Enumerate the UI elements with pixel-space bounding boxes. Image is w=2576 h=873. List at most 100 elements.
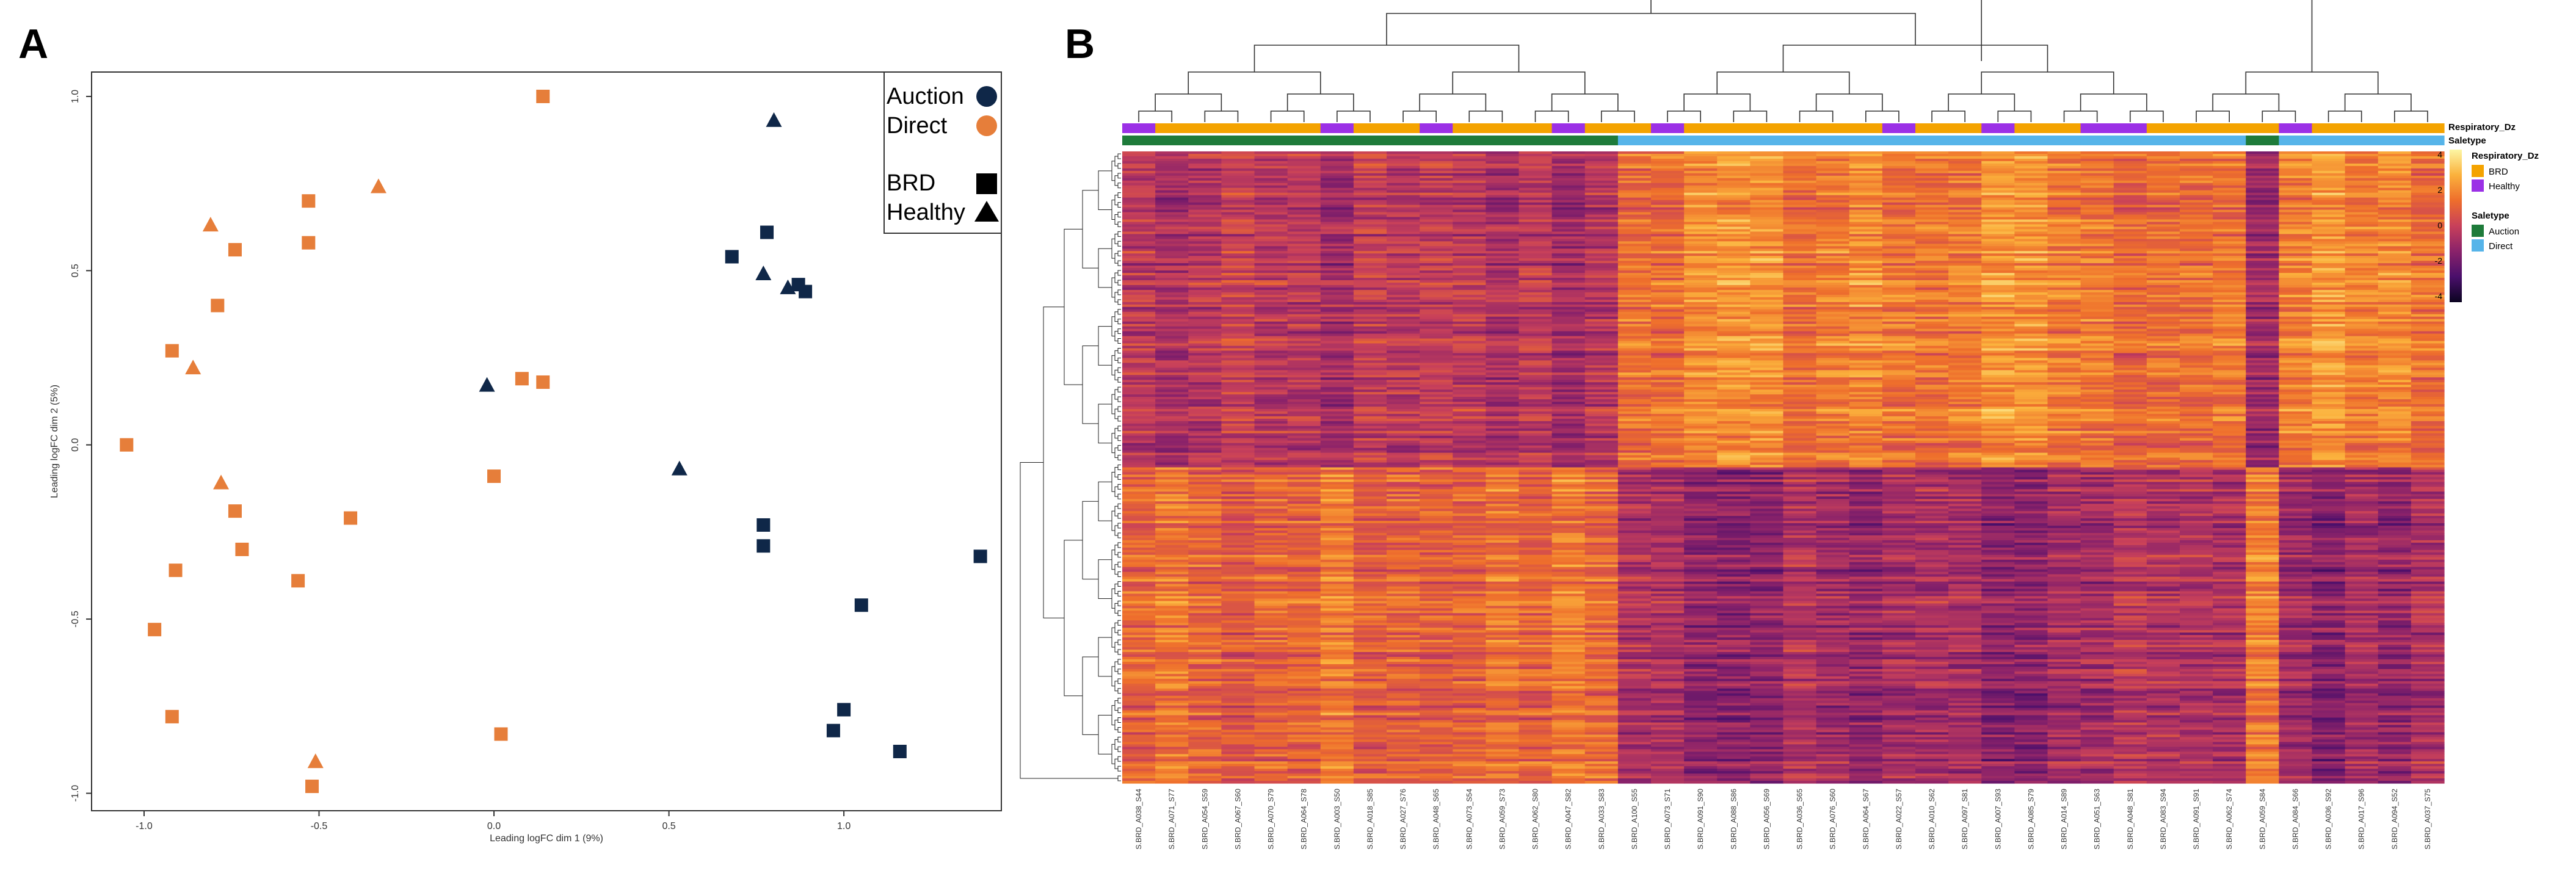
heatmap-cell — [1122, 183, 1156, 186]
heatmap-cell — [1387, 205, 1420, 208]
heatmap-cell — [1122, 202, 1156, 206]
heatmap-cell — [2014, 234, 2048, 237]
heatmap-cell — [2146, 231, 2180, 234]
heatmap-cell — [2213, 200, 2246, 203]
heatmap-cell — [1717, 161, 1751, 164]
heatmap-cell — [1948, 224, 1982, 227]
heatmap-cell — [2279, 392, 2313, 395]
heatmap-cell — [2345, 284, 2379, 288]
heatmap-cell — [2378, 178, 2412, 181]
heatmap-cell — [1254, 236, 1288, 239]
heatmap-cell — [2080, 333, 2114, 337]
heatmap-cell — [1287, 413, 1321, 417]
heatmap-cell — [2180, 258, 2213, 261]
column-dendrogram-branch — [1286, 93, 1354, 111]
heatmap-cell — [1353, 297, 1387, 300]
heatmap-cell — [1783, 411, 1817, 415]
heatmap-cell — [1882, 428, 1916, 432]
saletype-annotation-cell — [1717, 136, 1751, 145]
heatmap-cell — [2113, 278, 2147, 281]
x-tick-label: -1.0 — [136, 821, 153, 831]
row-dendrogram-branch — [1111, 666, 1115, 687]
heatmap-cell — [1849, 151, 1883, 154]
heatmap-cell — [1387, 338, 1420, 342]
heatmap-cell — [2246, 261, 2279, 264]
heatmap-cell — [2047, 416, 2081, 419]
heatmap-cell — [1188, 302, 1222, 305]
heatmap-cell — [1254, 180, 1288, 184]
heatmap-cell — [2411, 387, 2445, 390]
heatmap-cell — [1221, 234, 1255, 237]
heatmap-cell — [2180, 280, 2213, 283]
heatmap-cell — [1420, 175, 1453, 179]
heatmap-cell — [2146, 226, 2180, 230]
heatmap-cell — [2411, 202, 2445, 206]
heatmap-cell — [1584, 341, 1619, 344]
heatmap-cell — [1684, 224, 1718, 227]
heatmap-cell — [1948, 156, 1982, 159]
heatmap-cell — [2246, 338, 2279, 342]
heatmap-cell — [2411, 355, 2445, 358]
heatmap-cell — [2312, 360, 2346, 363]
heatmap-cell — [1221, 275, 1255, 278]
heatmap-cell — [1551, 360, 1586, 363]
heatmap-cell — [1420, 273, 1453, 276]
direct-healthy-point — [307, 753, 324, 769]
heatmap-cell — [2345, 212, 2379, 216]
heatmap-cell — [2180, 430, 2213, 434]
heatmap-cell — [1551, 187, 1586, 191]
heatmap-cell — [1320, 413, 1354, 417]
heatmap-cell — [1155, 219, 1189, 223]
heatmap-cell — [1453, 161, 1486, 164]
heatmap-cell — [1617, 389, 1652, 393]
heatmap-cell — [1122, 355, 1156, 358]
row-dendrogram-branch — [1111, 705, 1115, 725]
heatmap-cell — [1750, 408, 1784, 412]
heatmap-cell — [1486, 270, 1520, 273]
column-dendrogram-branch — [1782, 45, 2048, 72]
heatmap-cell — [1387, 402, 1420, 405]
heatmap-cell — [1584, 406, 1619, 410]
heatmap-cell — [1155, 389, 1189, 393]
heatmap-cell — [1551, 321, 1586, 325]
heatmap-cell — [1915, 341, 1949, 344]
heatmap-cell — [1122, 200, 1156, 203]
heatmap-cell — [1387, 392, 1420, 395]
row-dendrogram-branch — [1117, 367, 1121, 373]
heatmap-cell — [2146, 382, 2180, 385]
heatmap-cell — [1122, 173, 1156, 176]
heatmap-cell — [1287, 292, 1321, 295]
heatmap-cell — [1948, 185, 1982, 189]
heatmap-cell — [1849, 331, 1883, 335]
heatmap-cell — [1551, 382, 1586, 385]
heatmap-cell — [2411, 212, 2445, 216]
heatmap-cell — [1518, 287, 1553, 291]
heatmap-cell — [1948, 190, 1982, 194]
heatmap-cell — [1518, 306, 1553, 310]
heatmap-cell — [1188, 214, 1222, 218]
heatmap-cell — [2378, 306, 2412, 310]
heatmap-cell — [1387, 241, 1420, 244]
column-dendrogram-branch — [1155, 93, 1222, 111]
heatmap-cell — [1486, 280, 1520, 283]
heatmap-cell — [1221, 207, 1255, 211]
heatmap-cell — [1353, 287, 1387, 291]
heatmap-cell — [1420, 433, 1453, 436]
heatmap-cell — [2180, 219, 2213, 223]
heatmap-cell — [2411, 224, 2445, 227]
heatmap-cell — [2213, 423, 2246, 427]
heatmap-cell — [2312, 413, 2346, 417]
heatmap-cell — [1221, 236, 1255, 239]
heatmap-cell — [1188, 433, 1222, 436]
row-dendrogram-branch — [1098, 559, 1112, 599]
heatmap-cell — [2014, 350, 2048, 353]
heatmap-cell — [2246, 183, 2279, 186]
heatmap-cell — [2080, 316, 2114, 320]
heatmap-cell — [1948, 163, 1982, 167]
respiratory-annotation-cell — [2411, 123, 2445, 133]
heatmap-cell — [2113, 430, 2147, 434]
heatmap-cell — [1750, 433, 1784, 436]
heatmap-cell — [1584, 270, 1619, 273]
heatmap-cell — [1320, 278, 1354, 281]
heatmap-cell — [2146, 428, 2180, 432]
